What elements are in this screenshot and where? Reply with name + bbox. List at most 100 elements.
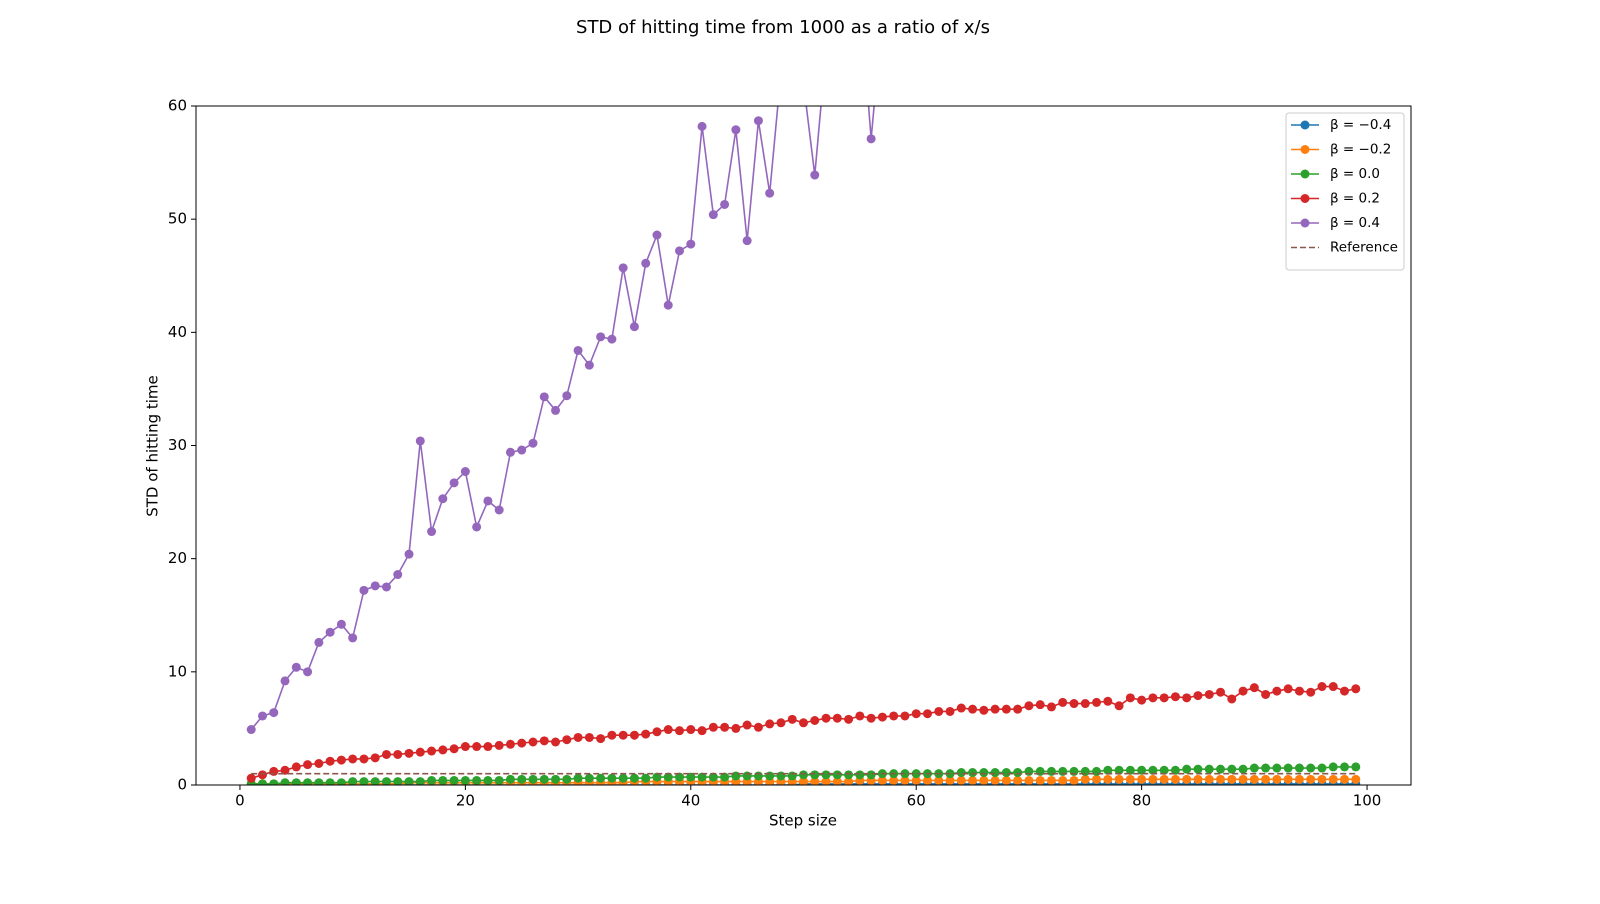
data-point bbox=[922, 709, 932, 719]
data-point bbox=[1159, 693, 1169, 703]
data-point bbox=[629, 730, 639, 740]
plot-area bbox=[246, 106, 1361, 785]
data-point bbox=[584, 360, 594, 370]
data-point bbox=[1001, 775, 1011, 785]
data-point bbox=[505, 447, 515, 457]
data-point bbox=[472, 522, 482, 532]
data-point bbox=[799, 777, 808, 785]
y-tick-label: 50 bbox=[168, 210, 187, 228]
data-point bbox=[1148, 774, 1158, 784]
data-point bbox=[968, 768, 978, 778]
data-point bbox=[359, 754, 369, 764]
data-point bbox=[1317, 774, 1327, 784]
data-point bbox=[956, 768, 966, 778]
data-point bbox=[257, 779, 267, 785]
legend-marker bbox=[1300, 120, 1310, 130]
data-point bbox=[844, 770, 854, 780]
data-point bbox=[483, 742, 493, 752]
data-point bbox=[1204, 689, 1214, 699]
data-point bbox=[314, 758, 324, 768]
data-point bbox=[697, 121, 707, 131]
legend-marker bbox=[1300, 145, 1310, 154]
data-point bbox=[348, 633, 358, 643]
data-point bbox=[787, 771, 797, 781]
x-tick-label: 60 bbox=[907, 792, 926, 810]
data-point bbox=[269, 779, 279, 785]
data-point bbox=[1024, 766, 1034, 776]
data-point bbox=[393, 777, 403, 785]
data-point bbox=[1092, 697, 1102, 707]
data-point bbox=[1013, 775, 1023, 785]
data-point bbox=[1069, 766, 1079, 776]
legend-label: β = −0.4 bbox=[1330, 117, 1391, 133]
x-tick-label: 0 bbox=[235, 792, 245, 810]
data-point bbox=[1125, 765, 1135, 775]
data-point bbox=[1272, 686, 1282, 696]
data-point bbox=[449, 744, 459, 754]
x-tick-label: 40 bbox=[681, 792, 700, 810]
data-point bbox=[1249, 763, 1259, 773]
data-point bbox=[1351, 774, 1361, 784]
data-point bbox=[742, 236, 752, 246]
data-point bbox=[404, 549, 414, 559]
data-point bbox=[866, 770, 876, 780]
data-point bbox=[562, 391, 572, 401]
data-point bbox=[1159, 774, 1169, 784]
data-point bbox=[336, 755, 346, 765]
data-point bbox=[1317, 763, 1327, 773]
data-point bbox=[968, 704, 978, 714]
data-point bbox=[246, 773, 256, 783]
data-point bbox=[810, 170, 820, 180]
legend-label: β = 0.4 bbox=[1330, 215, 1380, 231]
data-point bbox=[753, 116, 763, 126]
data-point bbox=[1249, 774, 1259, 784]
data-point bbox=[1114, 765, 1124, 775]
data-point bbox=[1328, 774, 1338, 784]
data-point bbox=[1182, 764, 1192, 774]
data-point bbox=[460, 742, 470, 752]
data-point bbox=[1013, 704, 1023, 714]
series bbox=[246, 762, 1361, 785]
data-point bbox=[1159, 765, 1169, 775]
data-point bbox=[1306, 774, 1316, 784]
data-point bbox=[1328, 682, 1338, 692]
data-point bbox=[562, 735, 572, 745]
data-point bbox=[607, 730, 617, 740]
data-point bbox=[1103, 774, 1113, 784]
data-point bbox=[618, 773, 628, 783]
data-point bbox=[370, 753, 380, 763]
data-point bbox=[539, 774, 549, 784]
data-point bbox=[1283, 774, 1293, 784]
data-point bbox=[742, 720, 752, 730]
data-point bbox=[708, 772, 718, 782]
data-point bbox=[269, 708, 279, 718]
data-point bbox=[889, 711, 899, 721]
data-point bbox=[720, 722, 730, 732]
data-point bbox=[1351, 762, 1361, 772]
y-tick-label: 40 bbox=[168, 323, 187, 341]
y-tick-label: 30 bbox=[168, 436, 187, 454]
data-point bbox=[618, 730, 628, 740]
data-point bbox=[990, 775, 1000, 785]
data-point bbox=[629, 322, 639, 332]
data-point bbox=[1103, 765, 1113, 775]
data-point bbox=[990, 704, 1000, 714]
data-point bbox=[596, 332, 606, 342]
data-point bbox=[675, 246, 685, 256]
data-point bbox=[551, 737, 561, 747]
data-point bbox=[1294, 686, 1304, 696]
data-point bbox=[607, 334, 617, 344]
data-point bbox=[573, 732, 583, 742]
data-point bbox=[686, 725, 696, 735]
data-point bbox=[381, 777, 391, 785]
y-tick-label: 60 bbox=[168, 97, 187, 115]
data-point bbox=[1148, 765, 1158, 775]
data-point bbox=[1193, 764, 1203, 774]
data-point bbox=[1013, 768, 1023, 778]
data-point bbox=[1238, 774, 1248, 784]
data-point bbox=[1125, 774, 1135, 784]
data-point bbox=[753, 771, 763, 781]
series bbox=[246, 682, 1361, 783]
data-point bbox=[1024, 701, 1034, 711]
data-point bbox=[1249, 683, 1259, 693]
